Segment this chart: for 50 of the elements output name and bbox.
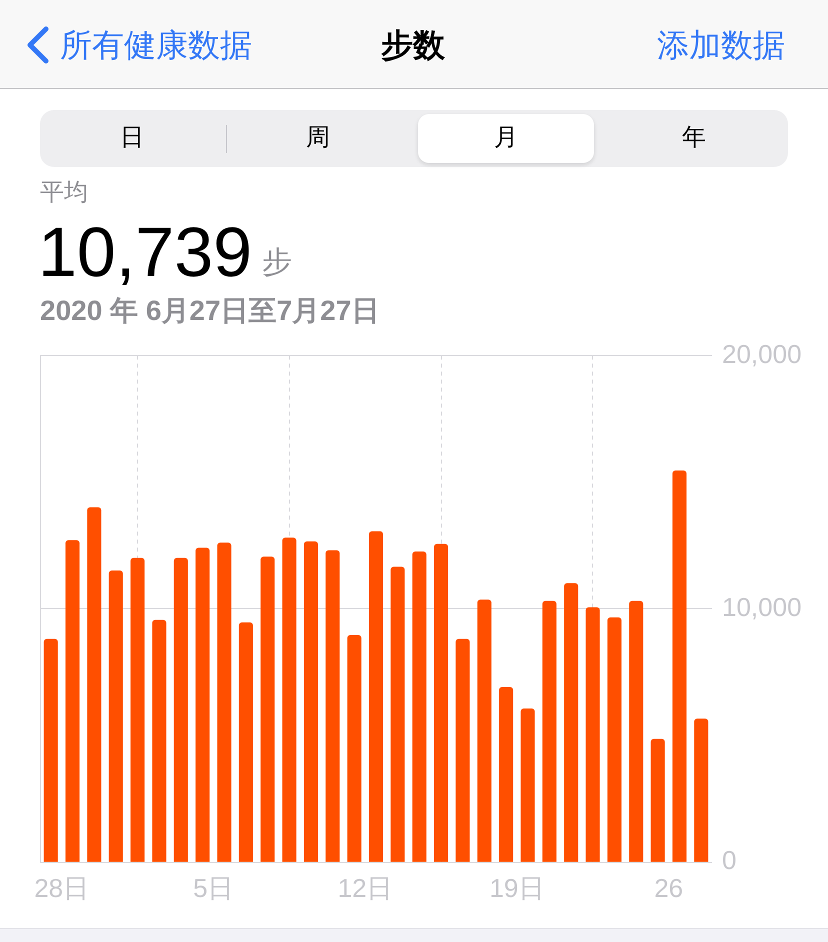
x-tick-label: 26 [654, 872, 684, 903]
bar [260, 556, 275, 862]
text: 所有健康数据 [60, 26, 252, 65]
text: 周 [306, 123, 330, 153]
bar [217, 542, 232, 862]
bar [130, 558, 145, 862]
bar [152, 620, 166, 862]
text: 添加数据 [657, 26, 785, 65]
x-tick-label: 19日 [489, 872, 544, 903]
bar [196, 548, 210, 862]
bar [347, 635, 362, 862]
chart-subtitle: 2020 年 6月27日至7月27日 [40, 294, 380, 328]
x-tick-label: 12日 [338, 872, 393, 903]
bar [174, 558, 188, 862]
bar [672, 470, 687, 862]
bar [629, 600, 644, 862]
y-tick-label: 0 [722, 845, 736, 876]
text: 月 [494, 123, 518, 153]
bar [542, 600, 556, 862]
bar [108, 570, 123, 862]
bar [412, 552, 426, 862]
text: 日 [120, 123, 144, 153]
text: 10,739 [38, 213, 252, 291]
y-tick-label: 20,000 [722, 338, 802, 369]
text: 步 [262, 245, 292, 281]
bar [499, 686, 514, 862]
bar [650, 738, 665, 862]
bar [564, 583, 578, 862]
bar [304, 541, 318, 862]
bar [434, 544, 448, 862]
bar [44, 638, 58, 862]
bar [586, 607, 600, 862]
chart-title: 步数 [381, 26, 445, 65]
text: 平均 [40, 178, 88, 208]
bar [520, 708, 535, 862]
y-tick-label: 10,000 [722, 592, 802, 622]
bar [456, 638, 470, 862]
bar [368, 531, 384, 862]
bar [477, 600, 492, 862]
bar [694, 718, 708, 862]
bar [87, 507, 102, 862]
bar [238, 622, 253, 862]
bar [390, 566, 405, 862]
bar [607, 617, 622, 862]
x-tick-label: 28日 [34, 872, 90, 903]
text: 年 [682, 123, 706, 153]
bar [282, 538, 296, 862]
bar [326, 550, 340, 862]
bar [65, 540, 80, 862]
x-tick-label: 5日 [193, 872, 234, 903]
